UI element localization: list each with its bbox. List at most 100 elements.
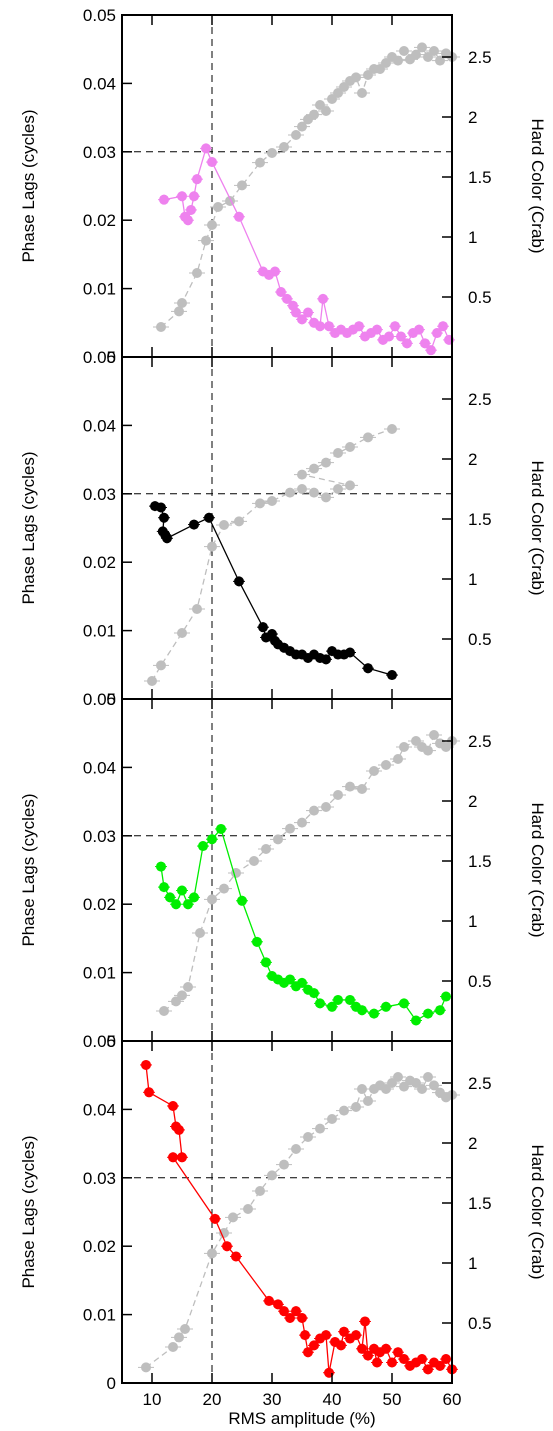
phase_lag-marker: [168, 1100, 178, 1111]
hard_color-marker: [261, 844, 271, 854]
phase_lag-marker: [441, 1354, 451, 1365]
phase_lag-point: [350, 1330, 362, 1341]
hard_color-point: [354, 784, 370, 794]
hard_color-marker: [345, 442, 355, 452]
hard_color-line: [145, 1075, 453, 1368]
hard_color-point: [396, 742, 412, 752]
hard_color-point: [270, 834, 286, 845]
y-right-tick-label: 0.5: [468, 630, 492, 649]
hard_color-point: [348, 72, 364, 83]
phase_lag-marker: [159, 512, 169, 523]
phase_lag-marker: [357, 1005, 367, 1016]
y-right-tick-label: 2.5: [468, 390, 492, 409]
y-right-tick-label: 1: [468, 570, 477, 589]
hard_color-point: [306, 463, 322, 474]
x-tick-label: 10: [143, 1390, 162, 1409]
hard_color-marker: [207, 894, 217, 905]
hard_color-point: [216, 883, 232, 894]
y-left-tick-label: 0.05: [83, 690, 116, 709]
hard_color-point: [360, 432, 376, 443]
y-left-tick-label: 0.02: [83, 553, 116, 572]
x-tick-label: 20: [203, 1390, 222, 1409]
phase_lag-point: [206, 157, 218, 168]
hard_color-point: [390, 1072, 406, 1082]
hard_color-marker: [393, 55, 403, 66]
hard_color-marker: [228, 1212, 238, 1223]
phase_lag-point: [314, 998, 326, 1009]
hard_color-marker: [156, 322, 166, 332]
phase_lag-marker: [201, 143, 211, 154]
phase_lag-marker: [285, 1313, 295, 1324]
hard_color-marker: [321, 106, 331, 116]
phase_lag-point: [308, 1340, 320, 1351]
phase_lag-marker: [393, 1347, 403, 1358]
hard_color-point: [216, 1228, 232, 1238]
y-right-tick-label: 0.5: [468, 288, 492, 307]
hard_color-marker: [393, 1072, 403, 1082]
hard_color-marker: [237, 180, 247, 191]
phase_lag-series: [140, 1059, 458, 1378]
phase_lag-marker: [156, 502, 166, 513]
hard_color-marker: [177, 990, 187, 1001]
hard_color-point: [294, 121, 310, 132]
phase_lag-point: [434, 1005, 446, 1016]
hard_color-point: [330, 790, 346, 800]
hard_color-point: [252, 1186, 268, 1196]
phase_lag-point: [368, 1008, 380, 1019]
phase_lag-point: [308, 988, 320, 999]
panels-group: 0 0.01 0.02 0.03 0.04 0.05 0.5 1 1.5 2 2.5 Phase La…: [19, 6, 547, 1409]
hard_color-marker: [201, 235, 211, 246]
hard_color-point: [336, 1105, 352, 1116]
phase_lag-point: [236, 895, 248, 906]
phase_lag-point: [233, 576, 245, 587]
phase_lag-marker: [435, 1360, 445, 1371]
y-right-tick-label: 1.5: [468, 510, 492, 529]
phase_lag-marker: [162, 533, 172, 544]
hard_color-marker: [363, 1096, 373, 1106]
hard_color-marker: [297, 469, 307, 480]
phase_lag-point: [290, 1306, 302, 1317]
phase_lag-point: [263, 1295, 275, 1306]
phase_lag-point: [143, 1087, 155, 1098]
phase_lag-point: [326, 1001, 338, 1012]
phase_lag-point: [356, 1005, 368, 1016]
phase_lag-point: [296, 1313, 308, 1324]
phase_lag-marker: [297, 1313, 307, 1324]
hard_color-marker: [345, 480, 355, 491]
y-right-tick-label: 0.5: [468, 1314, 492, 1333]
hard_color-point: [420, 1072, 436, 1082]
phase_lag-marker: [360, 1316, 370, 1327]
phase_lag-point: [362, 663, 374, 674]
hard_color-point: [420, 745, 436, 756]
hard_color-point: [390, 55, 406, 66]
phase_lag-point: [416, 1354, 428, 1365]
y-left-tick-label: 0.02: [83, 895, 116, 914]
phase_lag-marker: [423, 1008, 433, 1019]
hard_color-marker: [321, 457, 331, 468]
hard_color-point: [204, 541, 220, 552]
y-left-tick-label: 0.01: [83, 964, 116, 983]
phase_lag-point: [281, 293, 293, 304]
phase_lag-point: [413, 324, 425, 335]
phase_lag-series: [155, 823, 452, 1026]
y-left-axis-label: Phase Lags (cycles): [19, 451, 38, 604]
phase_lag-marker: [207, 834, 217, 845]
phase_lag-marker: [390, 321, 400, 332]
phase_lag-marker: [387, 670, 397, 681]
hard_color-marker: [192, 268, 202, 278]
hard_color-marker: [297, 121, 307, 132]
hard_color-marker: [345, 781, 355, 792]
phase_lag-marker: [387, 1357, 397, 1368]
phase_lag-point: [188, 191, 200, 202]
hard_color-marker: [180, 1324, 190, 1334]
hard_color-point: [264, 496, 280, 506]
phase_lag-point: [419, 338, 431, 349]
phase_lag-point: [380, 1343, 392, 1354]
hard_color-point: [144, 676, 160, 686]
hard_color-point: [360, 1096, 376, 1106]
hard_color-marker: [321, 802, 331, 812]
hard_color-marker: [207, 541, 217, 552]
phase_lag-marker: [438, 321, 448, 332]
hard_color-marker: [234, 516, 244, 527]
hard_color-marker: [219, 883, 229, 894]
